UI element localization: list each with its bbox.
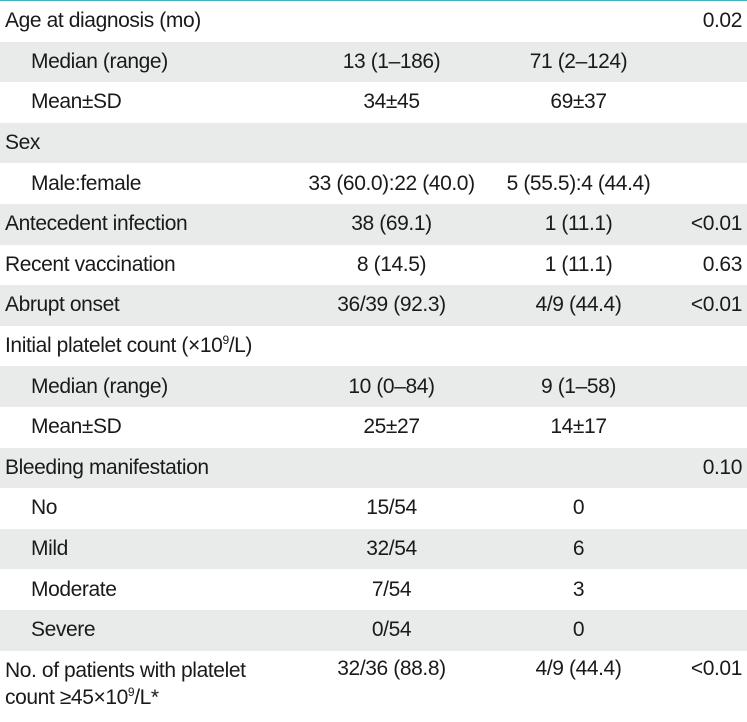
row-label: Bleeding manifestation <box>5 455 209 479</box>
group-a-value: 25±27 <box>363 415 420 439</box>
table-row-age-median: Median (range) 13 (1–186) 71 (2–124) <box>0 41 747 83</box>
group-a-value: 15/54 <box>366 496 417 520</box>
row-label: Moderate <box>31 577 117 601</box>
group-a-value: 13 (1–186) <box>342 49 441 73</box>
table-row-bleeding-mild: Mild 32/54 6 <box>0 528 747 570</box>
group-b-value: 9 (1–58) <box>540 374 617 398</box>
row-label: Sex <box>5 131 40 155</box>
table-row-bleeding-moderate: Moderate 7/54 3 <box>0 569 747 610</box>
row-label: No <box>31 496 58 520</box>
group-b-value: 1 (11.1) <box>544 252 613 276</box>
superscript: 9 <box>222 333 229 348</box>
row-label: Recent vaccination <box>5 252 176 276</box>
table-row-age-at-diagnosis: Age at diagnosis (mo) 0.02 <box>0 1 747 42</box>
row-label: Age at diagnosis (mo) <box>5 9 201 33</box>
group-b-value: 5 (55.5):4 (44.4) <box>506 171 651 195</box>
group-b-value: 0 <box>572 496 585 520</box>
group-b-value: 14±17 <box>550 415 607 439</box>
row-label: Abrupt onset <box>5 293 120 317</box>
label-text: No. of patients with platelet <box>5 658 246 682</box>
row-label: Mean±SD <box>31 90 122 114</box>
row-label: Median (range) <box>31 49 168 73</box>
table-row-antecedent-infection: Antecedent infection 38 (69.1) 1 (11.1) … <box>0 203 747 245</box>
table-row-bleeding-manifestation: Bleeding manifestation 0.10 <box>0 447 747 489</box>
group-a-value: 32/54 <box>366 537 417 561</box>
group-b-value: 4/9 (44.4) <box>535 293 622 317</box>
row-label: Male:female <box>31 171 141 195</box>
group-a-value: 38 (69.1) <box>351 212 432 236</box>
row-label: Severe <box>31 618 96 642</box>
group-a-value: 36/39 (92.3) <box>337 293 446 317</box>
p-value: <0.01 <box>690 656 743 680</box>
table-row-recent-vaccination: Recent vaccination 8 (14.5) 1 (11.1) 0.6… <box>0 245 747 286</box>
table-row-platelet-median: Median (range) 10 (0–84) 9 (1–58) <box>0 366 747 407</box>
p-value: <0.01 <box>690 293 743 317</box>
row-label: Mild <box>31 537 68 561</box>
group-a-value: 32/36 (88.8) <box>337 656 446 680</box>
table-row-platelet-count-45: No. of patients with platelet count ≥45×1… <box>0 651 747 721</box>
row-label: Mean±SD <box>31 415 122 439</box>
table-row-bleeding-no: No 15/54 0 <box>0 488 747 529</box>
row-label: Initial platelet count (×109/L) <box>0 334 292 358</box>
group-b-value: 0 <box>572 618 585 642</box>
row-label: Median (range) <box>31 374 168 398</box>
label-text: /L* <box>134 685 159 709</box>
group-a-value: 34±45 <box>363 90 420 114</box>
label-text: /L) <box>228 334 253 358</box>
label-text: Initial platelet count (×10 <box>5 334 223 358</box>
table-row-bleeding-severe: Severe 0/54 0 <box>0 609 747 651</box>
table-row-initial-platelet-count: Initial platelet count (×109/L) <box>0 326 747 367</box>
row-label: Antecedent infection <box>5 212 188 236</box>
table-row-male-female: Male:female 33 (60.0):22 (40.0) 5 (55.5)… <box>0 163 747 204</box>
table-row-abrupt-onset: Abrupt onset 36/39 (92.3) 4/9 (44.4) <0.… <box>0 285 747 326</box>
group-b-value: 69±37 <box>550 90 607 114</box>
group-b-value: 6 <box>572 537 585 561</box>
table-row-platelet-mean: Mean±SD 25±27 14±17 <box>0 407 747 448</box>
group-b-value: 1 (11.1) <box>544 212 613 236</box>
group-b-value: 4/9 (44.4) <box>535 656 622 680</box>
group-a-value: 33 (60.0):22 (40.0) <box>308 171 475 195</box>
row-label: No. of patients with platelet count ≥45×1… <box>0 657 292 711</box>
label-text: count ≥45×10 <box>5 685 128 709</box>
group-b-value: 71 (2–124) <box>529 49 628 73</box>
p-value: 0.10 <box>702 455 743 479</box>
p-value: 0.02 <box>702 9 743 33</box>
p-value: 0.63 <box>702 252 743 276</box>
superscript: 9 <box>127 684 135 699</box>
group-b-value: 3 <box>572 577 585 601</box>
group-a-value: 7/54 <box>371 577 412 601</box>
p-value: <0.01 <box>690 212 743 236</box>
table-row-age-mean: Mean±SD 34±45 69±37 <box>0 82 747 123</box>
table-row-sex: Sex <box>0 122 747 164</box>
group-a-value: 8 (14.5) <box>356 252 427 276</box>
group-a-value: 0/54 <box>371 618 412 642</box>
group-a-value: 10 (0–84) <box>348 374 435 398</box>
